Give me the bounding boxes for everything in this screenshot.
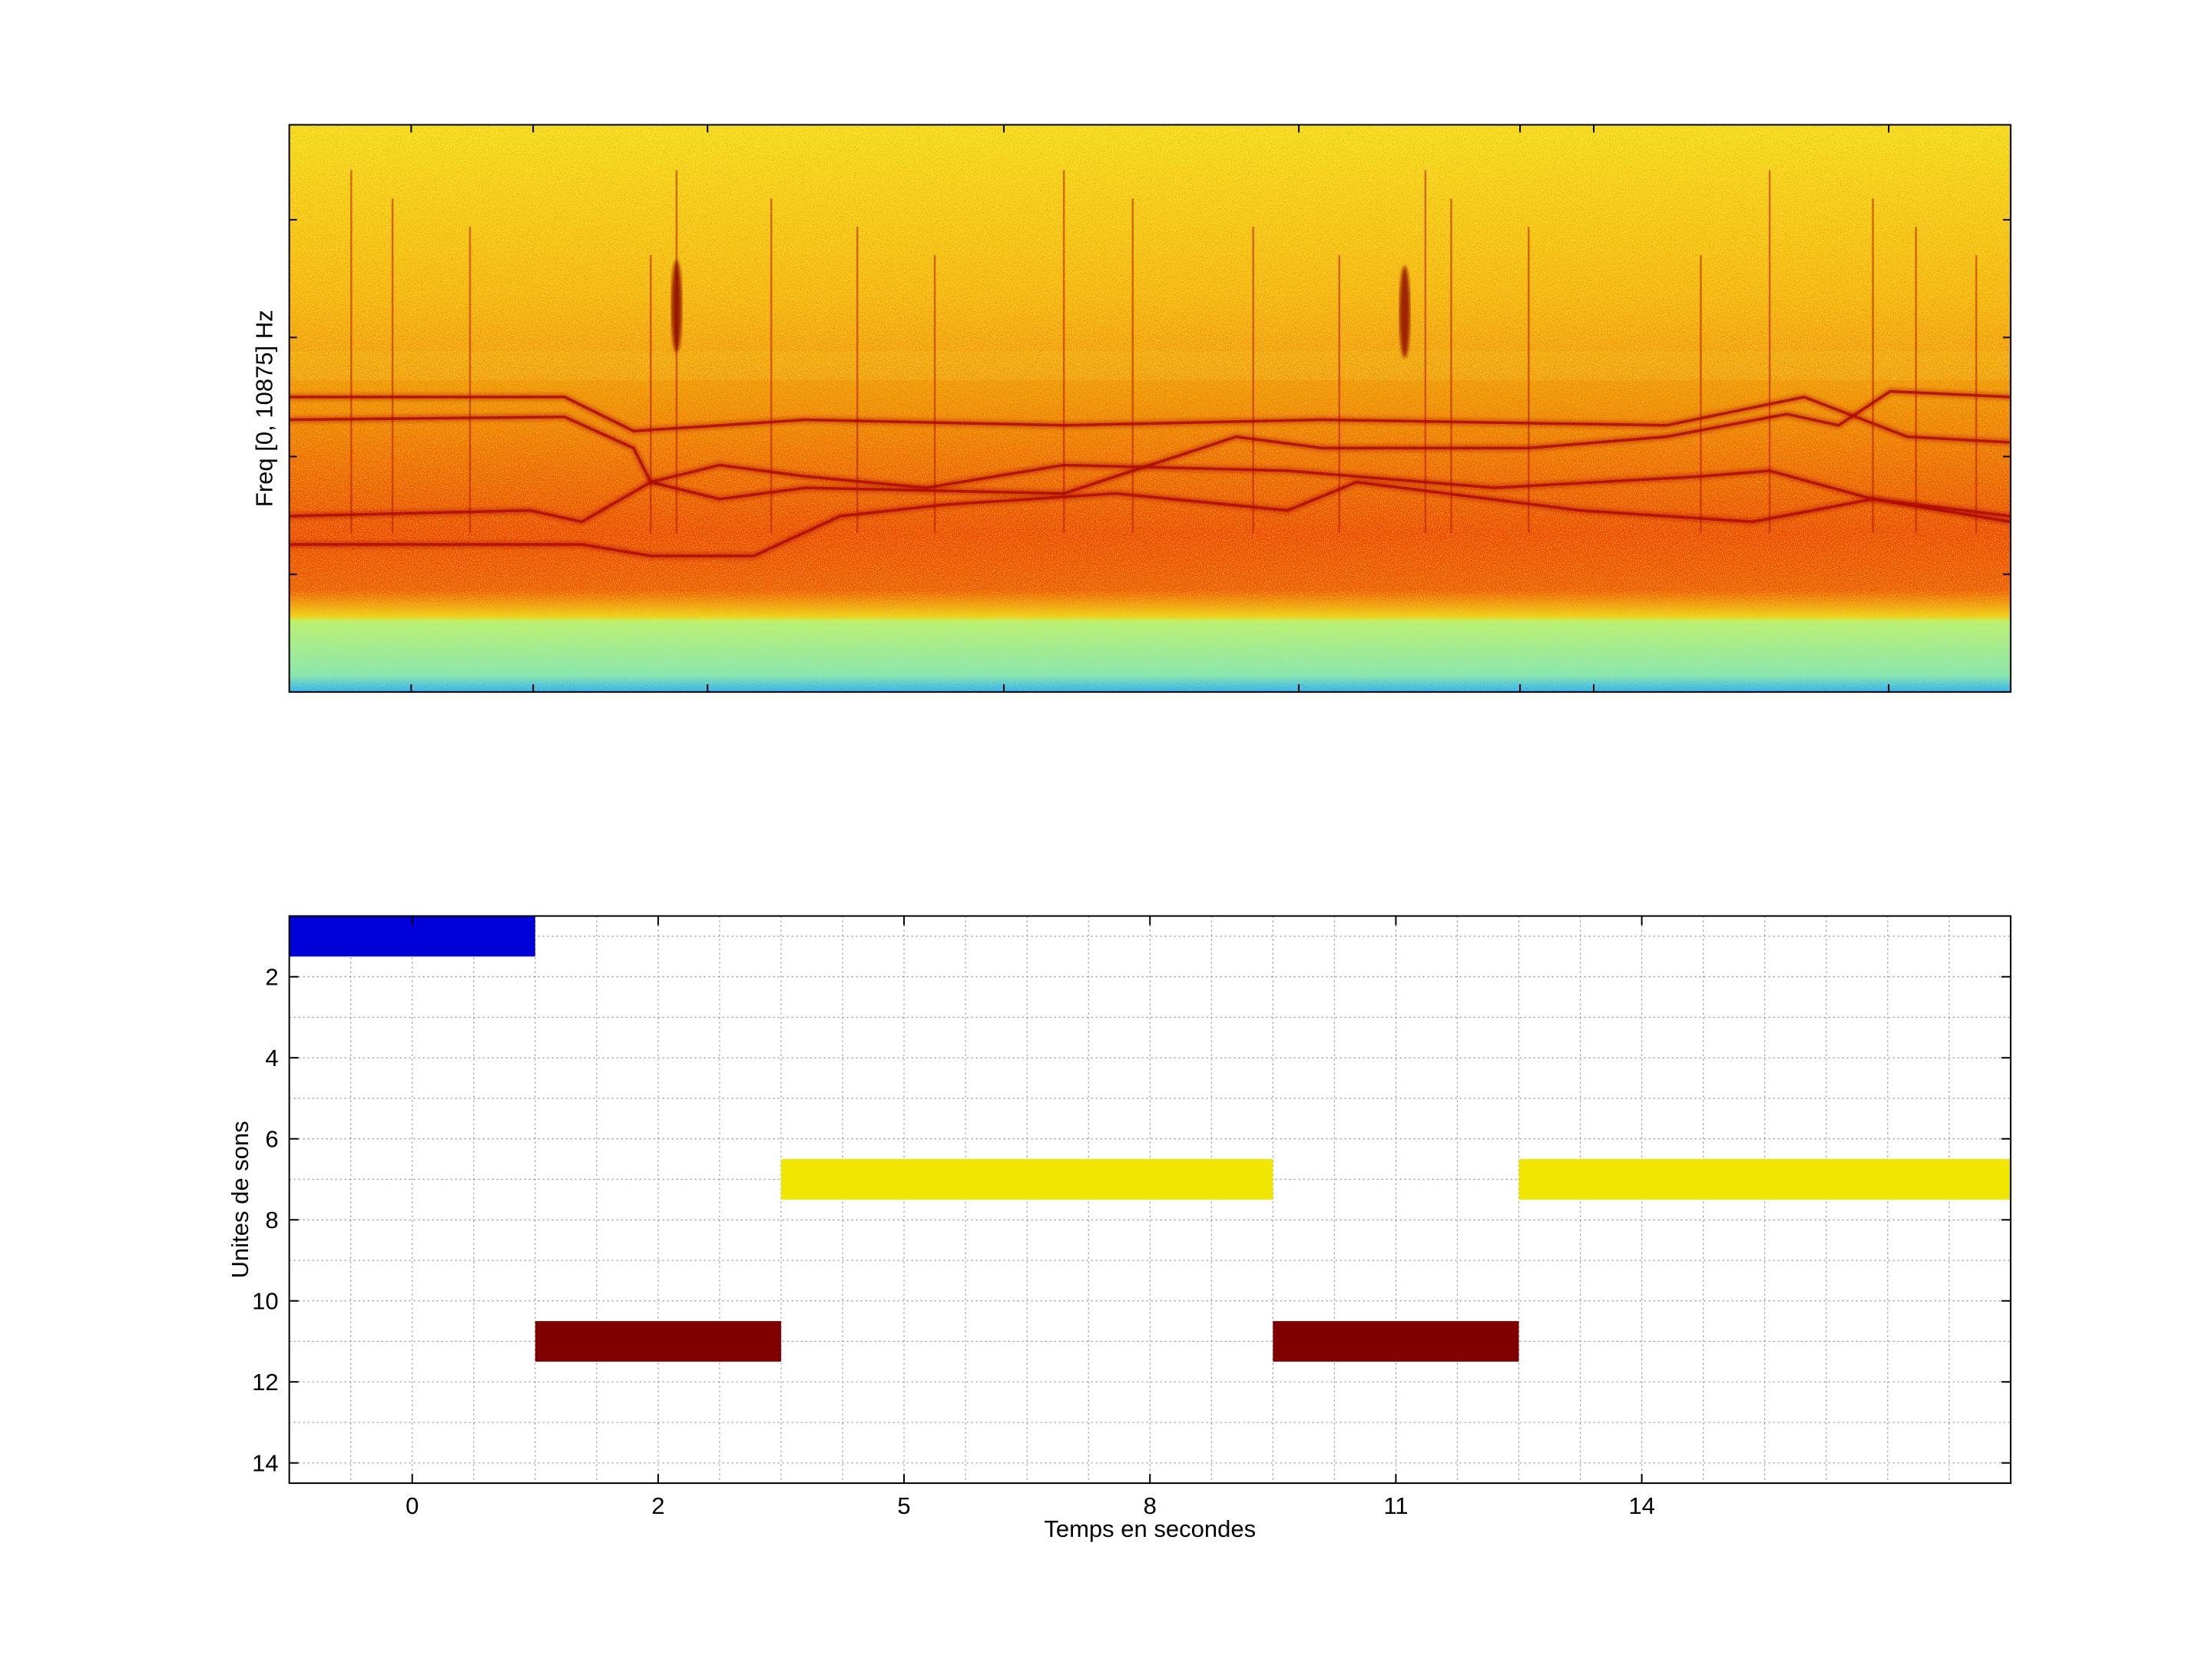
spectrogram-trace [289,389,2011,501]
segment-bar [1518,1159,2011,1200]
segment-y-tick-label: 12 [252,1369,278,1396]
segment-y-tick-label: 2 [265,964,278,991]
spectrogram-ticks [289,124,2011,692]
segment-bar [780,1159,1273,1200]
segment-y-tick-label: 10 [252,1288,278,1315]
spectrogram-trace [289,480,2011,558]
spectrogram-trace [289,396,2011,444]
segment-bar [535,1321,781,1362]
spectrogram-noise-mid [289,351,2011,618]
segment-x-tick-labels: 0 2 5 8 11 14 [406,1492,1655,1519]
segment-y-tick-label: 6 [265,1126,278,1153]
spectrogram-transients [350,170,1978,534]
segment-grid [289,916,2012,1484]
spectrogram-y-axis-label: Freq [0, 10875] Hz [250,310,277,507]
spectrogram-traces [289,387,2011,560]
segment-x-tick-label: 8 [1144,1492,1157,1519]
spectrogram-axes-frame [288,124,2012,693]
spectrogram-noise-low [289,621,2011,692]
segment-ticks [289,916,2011,1484]
segment-panel: 0 2 5 8 11 14 2 4 6 8 10 12 14 Temps en secondes Un… [227,915,2012,1542]
spectrogram-noise-upper [289,124,2011,380]
segment-y-tick-label: 14 [252,1450,278,1477]
segment-x-tick-label: 14 [1628,1492,1654,1519]
segment-y-tick-labels: 2 4 6 8 10 12 14 [252,964,278,1477]
segment-x-tick-label: 0 [406,1492,419,1519]
segment-x-tick-label: 2 [651,1492,664,1519]
spectrogram-panel: Freq [0, 10875] Hz [250,124,2012,693]
segment-x-tick-label: 5 [897,1492,910,1519]
spectrogram-chirp [671,260,682,353]
segment-y-tick-label: 8 [265,1207,278,1233]
spectrogram-trace [289,463,2011,524]
segment-y-tick-label: 4 [265,1045,278,1071]
spectrogram-chirp [1399,266,1410,359]
segment-y-axis-label: Unites de sons [227,1121,253,1278]
segment-x-tick-label: 11 [1383,1492,1408,1519]
segment-bars [289,916,2011,1362]
segment-x-axis-label: Temps en secondes [1044,1515,1256,1542]
segment-bar [1273,1321,1519,1362]
